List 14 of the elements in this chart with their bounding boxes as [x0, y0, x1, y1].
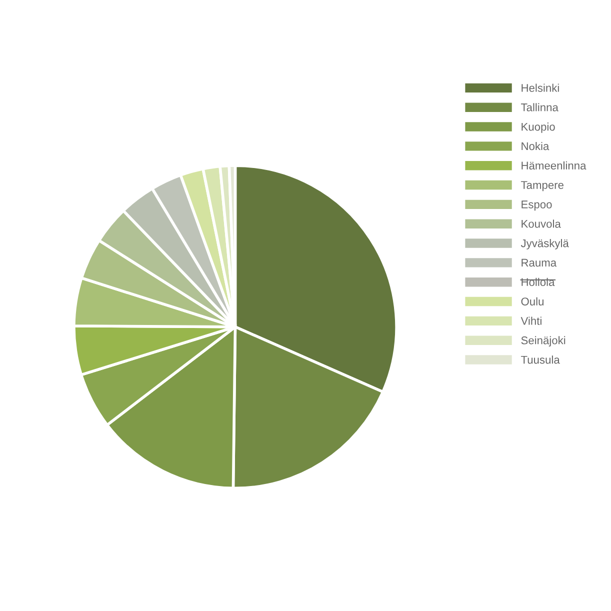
- legend-label: Oulu: [521, 297, 544, 306]
- legend-label: Vihti: [520, 316, 542, 325]
- legend-label: Seinäjoki: [521, 336, 566, 346]
- legend-label: Jyväskylä: [520, 239, 569, 250]
- legend-label: Tuusula: [521, 356, 560, 364]
- legend-label: Helsinki: [522, 84, 559, 92]
- legend-label: Rauma: [522, 258, 557, 267]
- legend-label: Kouvola: [522, 220, 561, 228]
- legend-label: Espoo: [522, 200, 552, 211]
- legend-label: Tampere: [521, 181, 564, 192]
- legend-label: Hämeenlinna: [522, 161, 586, 170]
- legend-label: Kuopio: [522, 122, 555, 133]
- legend-label: Tallinna: [521, 103, 558, 112]
- legend-label: Nokia: [522, 142, 550, 150]
